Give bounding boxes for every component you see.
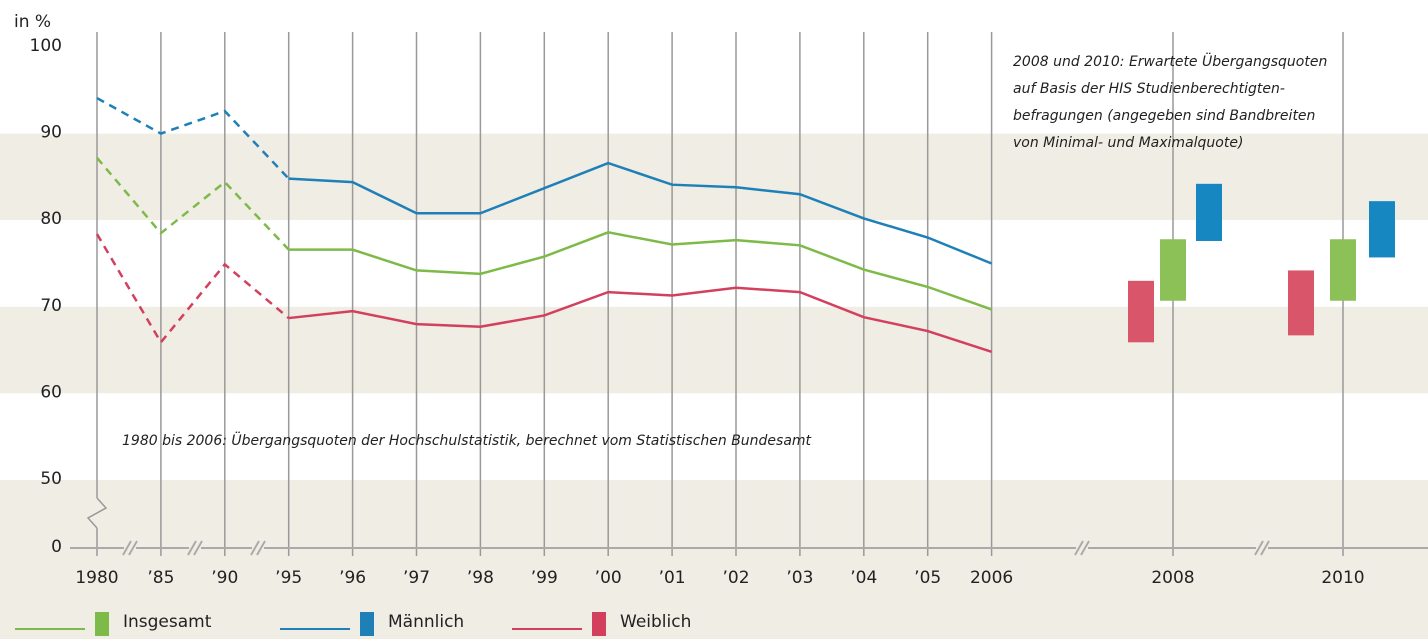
annotation: 1980 bis 2006: Übergangsquoten der Hochs… (122, 431, 812, 449)
y-axis-label: in % (14, 12, 51, 32)
band (0, 47, 1428, 134)
legend-label: Weiblich (620, 612, 691, 632)
axis-break-mark (187, 540, 197, 556)
line (96, 97, 290, 180)
band (0, 220, 1428, 307)
legend-swatch (95, 612, 109, 636)
background-bands (0, 47, 1428, 639)
x-tick-label: ’02 (722, 568, 749, 588)
range-bar (1196, 183, 1222, 241)
annotation: befragungen (angegeben sind Bandbreiten (1013, 108, 1315, 124)
band (0, 393, 1428, 480)
x-tick-label: ’98 (467, 568, 494, 588)
legend-label: Insgesamt (123, 612, 212, 632)
y-tick-label: 70 (40, 296, 62, 316)
y-tick-label: 80 (40, 209, 62, 229)
y-tick-label: 100 (30, 36, 62, 56)
legend-swatch (592, 612, 606, 636)
band (0, 133, 1428, 221)
axis-break-mark (128, 540, 138, 556)
annotation: 2008 und 2010: Erwartete Übergangsquoten (1013, 52, 1327, 70)
annotation: auf Basis der HIS Studienberechtigten- (1013, 81, 1285, 97)
axis-break-mark (1074, 540, 1084, 556)
axis-break-mark (193, 540, 203, 556)
legend-swatch (360, 612, 374, 636)
x-tick-label: ’04 (850, 568, 877, 588)
range-bar (1330, 239, 1356, 301)
line (288, 286, 992, 354)
legend-label: Männlich (388, 612, 464, 632)
line (95, 233, 290, 345)
x-tick-label: ’96 (339, 568, 366, 588)
range-bar (1128, 280, 1154, 343)
y-tick-label: 0 (51, 537, 62, 557)
x-tick-label: ’00 (595, 568, 622, 588)
axis-break-mark (122, 540, 132, 556)
x-tick-label: ’95 (275, 568, 302, 588)
x-tick-label: ’99 (531, 568, 558, 588)
y-tick-label: 60 (40, 382, 62, 402)
axis-break-mark (86, 497, 108, 529)
x-tick-label: 1980 (75, 568, 118, 588)
axis-break-mark (1260, 540, 1270, 556)
axis-break-mark (1080, 540, 1090, 556)
axis-break-mark (256, 540, 266, 556)
axis-break-gap (252, 540, 264, 556)
axis-break-mark (1254, 540, 1264, 556)
range-bar (1369, 201, 1395, 258)
line (288, 161, 993, 265)
x-tick-label: ’05 (914, 568, 941, 588)
annotation: von Minimal- und Maximalquote) (1013, 135, 1243, 151)
marks (95, 97, 1395, 354)
line (288, 231, 993, 311)
band (0, 480, 1428, 639)
band (0, 306, 1428, 394)
x-tick-label: 2010 (1321, 568, 1364, 588)
axis-break-mark (250, 540, 260, 556)
line (96, 157, 290, 251)
x-tick-label: ’90 (211, 568, 238, 588)
x-tick-label: ’01 (659, 568, 686, 588)
x-tick-label: 2006 (970, 568, 1013, 588)
axis-break-gap (124, 540, 136, 556)
range-bar (1288, 270, 1314, 336)
y-tick-label: 50 (40, 469, 62, 489)
axis-break-gap (189, 540, 201, 556)
axis-break-gap (1076, 540, 1088, 556)
x-tick-label: ’03 (786, 568, 813, 588)
axis-break-gap (1256, 540, 1268, 556)
x-tick-label: ’85 (147, 568, 174, 588)
range-bar (1160, 239, 1186, 301)
x-tick-label: ’97 (403, 568, 430, 588)
y-tick-label: 90 (40, 123, 62, 143)
x-tick-label: 2008 (1151, 568, 1194, 588)
